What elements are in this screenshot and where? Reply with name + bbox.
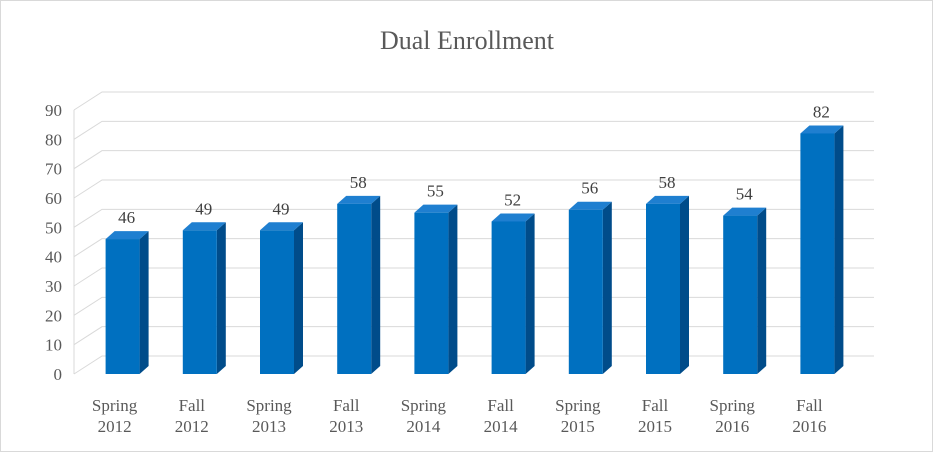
gridline xyxy=(73,120,874,140)
gridline xyxy=(73,179,874,199)
bar xyxy=(800,133,835,374)
x-category-label: Fall 2015 xyxy=(638,396,672,436)
bar xyxy=(646,203,680,374)
data-label: 46 xyxy=(118,208,135,227)
y-axis-ticks: 0 10 20 30 40 50 60 70 80 90 xyxy=(45,101,62,384)
x-category-label: Spring 2012 xyxy=(92,396,138,436)
data-labels: 46 49 49 58 55 52 56 58 54 82 xyxy=(118,102,830,227)
y-tick-label: 0 xyxy=(54,365,63,384)
chart-title: Dual Enrollment xyxy=(380,26,555,55)
x-category-label: Spring 2016 xyxy=(710,396,756,436)
gridline xyxy=(73,91,874,111)
x-category-label: Fall 2013 xyxy=(329,396,363,436)
bar xyxy=(337,203,372,374)
data-label: 49 xyxy=(195,199,212,218)
bar-side xyxy=(139,231,149,374)
bar xyxy=(105,239,140,374)
y-tick-label: 30 xyxy=(45,277,62,296)
gridline xyxy=(73,326,874,346)
bar-top xyxy=(105,231,149,240)
gridlines xyxy=(73,91,874,375)
data-label: 82 xyxy=(813,102,830,121)
y-tick-label: 20 xyxy=(45,306,62,325)
bar xyxy=(260,230,294,374)
bar-top xyxy=(182,222,226,231)
data-label: 52 xyxy=(504,190,521,209)
bar xyxy=(182,230,217,374)
x-axis-categories: Spring 2012 Fall 2012 Spring 2013 Fall 2013 Spri… xyxy=(92,396,826,436)
bar-top xyxy=(723,207,767,216)
data-label: 49 xyxy=(273,199,290,218)
x-category-label: Fall 2016 xyxy=(792,396,826,436)
bar xyxy=(723,215,758,374)
y-tick-label: 50 xyxy=(45,218,62,237)
gridline xyxy=(73,296,874,316)
y-tick-label: 10 xyxy=(45,336,62,355)
data-label: 56 xyxy=(581,179,598,198)
bar xyxy=(414,212,449,374)
y-tick-label: 90 xyxy=(45,101,62,120)
x-category-label: Spring 2014 xyxy=(401,396,447,436)
bar-top xyxy=(337,195,381,204)
y-tick-label: 80 xyxy=(45,130,62,149)
y-tick-label: 40 xyxy=(45,248,62,267)
data-label: 58 xyxy=(659,173,676,192)
x-category-label: Fall 2014 xyxy=(484,396,519,436)
bar-top xyxy=(260,222,303,231)
gridline xyxy=(73,150,874,170)
bar-side xyxy=(216,222,226,374)
bar-top xyxy=(414,204,458,213)
bar-top xyxy=(800,125,844,134)
gridline xyxy=(73,267,874,287)
bar-top xyxy=(568,201,612,210)
bars xyxy=(105,125,844,374)
bar-top xyxy=(646,195,689,204)
bar-side xyxy=(680,195,689,374)
bar-side xyxy=(448,204,458,374)
bar xyxy=(568,209,603,374)
bar-side xyxy=(757,207,767,374)
x-category-label: Spring 2015 xyxy=(555,396,601,436)
x-category-label: Spring 2013 xyxy=(246,396,292,436)
gridline xyxy=(73,238,874,258)
data-label: 55 xyxy=(427,182,444,201)
data-label: 58 xyxy=(350,173,367,192)
bar-top xyxy=(491,213,535,222)
bar-side xyxy=(525,213,535,374)
bar-side xyxy=(371,195,381,374)
x-category-label: Fall 2012 xyxy=(175,396,209,436)
bar xyxy=(491,221,526,374)
data-label: 54 xyxy=(736,185,754,204)
bar-side xyxy=(294,222,303,374)
bar-side xyxy=(834,125,844,374)
bar-side xyxy=(602,201,612,374)
gridline xyxy=(73,208,874,228)
y-tick-label: 60 xyxy=(45,189,62,208)
y-tick-label: 70 xyxy=(45,160,62,179)
gridline xyxy=(73,355,874,375)
